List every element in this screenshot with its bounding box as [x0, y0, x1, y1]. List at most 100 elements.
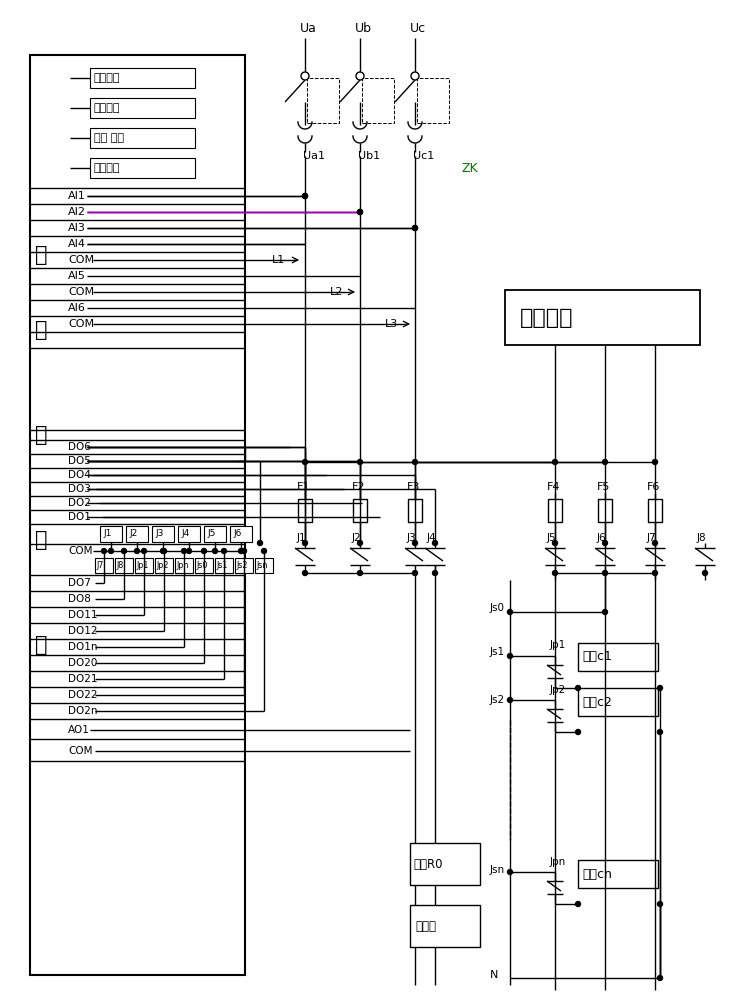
Text: N: N [490, 970, 498, 980]
Text: J8: J8 [116, 561, 123, 570]
Circle shape [301, 72, 309, 80]
Bar [100, 526, 122, 542]
Text: Ua1: Ua1 [303, 151, 325, 161]
Circle shape [161, 548, 166, 554]
Text: Ub: Ub [355, 21, 372, 34]
Circle shape [433, 570, 437, 576]
Circle shape [213, 548, 218, 554]
Text: DO7: DO7 [68, 578, 91, 588]
Text: 调频器: 调频器 [415, 920, 436, 932]
Text: Jpn: Jpn [176, 561, 188, 570]
Circle shape [553, 540, 557, 546]
Text: Jsn: Jsn [490, 865, 505, 875]
Text: L3: L3 [385, 319, 398, 329]
Circle shape [657, 730, 662, 734]
Text: DO22: DO22 [68, 690, 97, 700]
Circle shape [576, 730, 581, 734]
Bar [90, 128, 195, 148]
Text: AO1: AO1 [68, 725, 90, 735]
Text: Jp2: Jp2 [550, 685, 566, 695]
Circle shape [302, 540, 308, 546]
Circle shape [222, 548, 227, 554]
Text: J2: J2 [352, 533, 361, 543]
Text: 通信接口: 通信接口 [94, 73, 121, 83]
Text: Jpn: Jpn [550, 857, 566, 867]
Text: J1: J1 [297, 533, 307, 543]
Text: Ua: Ua [300, 21, 317, 34]
Bar [410, 905, 480, 947]
Circle shape [657, 686, 662, 690]
Circle shape [657, 902, 662, 906]
Text: DO8: DO8 [68, 594, 91, 604]
Bar [95, 558, 113, 573]
Text: F5: F5 [597, 482, 610, 492]
Bar [152, 526, 174, 542]
Text: Ub1: Ub1 [358, 151, 380, 161]
Bar [90, 68, 195, 88]
Text: J2: J2 [129, 530, 137, 538]
Text: J1: J1 [103, 530, 111, 538]
Text: J5: J5 [547, 533, 556, 543]
Circle shape [356, 72, 364, 80]
Bar [135, 558, 153, 573]
Bar [230, 526, 252, 542]
Circle shape [135, 548, 140, 554]
Text: AI6: AI6 [68, 303, 86, 313]
Circle shape [653, 540, 657, 546]
Bar [175, 558, 193, 573]
Circle shape [302, 570, 308, 576]
Circle shape [302, 194, 308, 198]
Text: 制: 制 [35, 530, 48, 550]
Bar [255, 558, 273, 573]
Circle shape [508, 654, 512, 658]
Text: 参数设定: 参数设定 [94, 163, 121, 173]
Text: Js2: Js2 [236, 561, 247, 570]
Circle shape [553, 460, 557, 464]
Circle shape [603, 570, 607, 576]
Text: DO21: DO21 [68, 674, 97, 684]
Text: 控: 控 [35, 425, 48, 445]
Circle shape [508, 698, 512, 702]
Text: 显示报警: 显示报警 [94, 103, 121, 113]
Text: 负载R0: 负载R0 [413, 857, 442, 870]
Circle shape [412, 226, 417, 231]
Text: 负载c2: 负载c2 [582, 696, 612, 708]
Text: F6: F6 [647, 482, 660, 492]
Text: Js0: Js0 [196, 561, 208, 570]
Text: DO3: DO3 [68, 484, 91, 494]
Bar [410, 843, 480, 885]
Text: Js1: Js1 [490, 647, 505, 657]
Bar [417, 78, 449, 123]
Text: DO2n: DO2n [68, 706, 97, 716]
Text: AI3: AI3 [68, 223, 86, 233]
Circle shape [238, 548, 244, 554]
Bar [548, 499, 562, 522]
Circle shape [653, 570, 657, 576]
Circle shape [202, 548, 207, 554]
Text: F4: F4 [547, 482, 561, 492]
Text: L1: L1 [272, 255, 286, 265]
Text: 负载c1: 负载c1 [582, 650, 612, 664]
Circle shape [657, 976, 662, 980]
Circle shape [603, 540, 607, 546]
Text: DO1: DO1 [68, 512, 91, 522]
Circle shape [358, 210, 363, 215]
Circle shape [102, 548, 107, 554]
Bar [155, 558, 173, 573]
Bar [408, 499, 422, 522]
Text: J7: J7 [96, 561, 103, 570]
Circle shape [508, 869, 512, 874]
Text: J3: J3 [155, 530, 163, 538]
Text: J6: J6 [597, 533, 606, 543]
Text: COM: COM [68, 546, 93, 556]
Bar [505, 290, 700, 345]
Text: F2: F2 [352, 482, 366, 492]
Circle shape [358, 540, 363, 546]
Circle shape [412, 540, 417, 546]
Circle shape [261, 548, 266, 554]
Bar [598, 499, 612, 522]
Text: J4: J4 [427, 533, 436, 543]
Text: DO1n: DO1n [68, 642, 97, 652]
Circle shape [186, 548, 191, 554]
Circle shape [121, 548, 127, 554]
